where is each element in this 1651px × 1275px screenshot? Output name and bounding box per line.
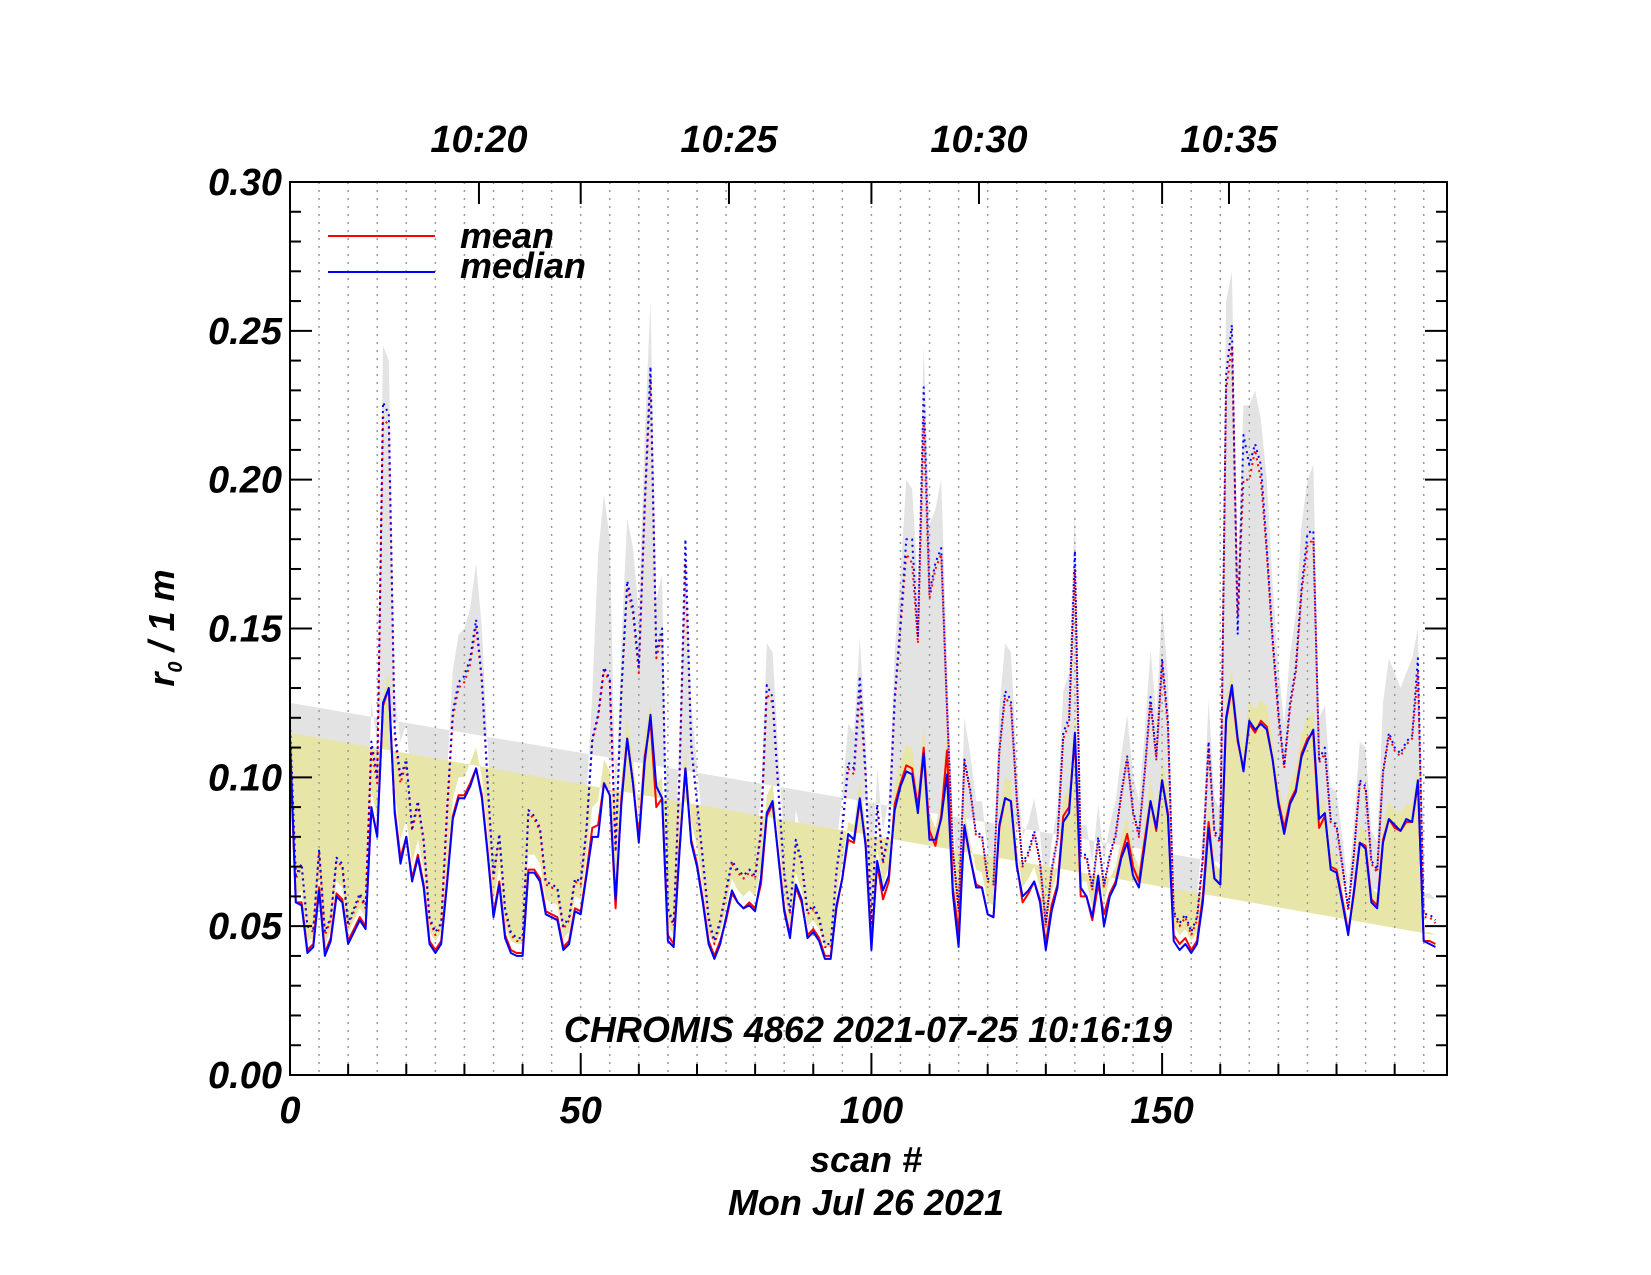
legend-median-label: median <box>460 245 586 286</box>
y-tick-label: 0.30 <box>208 162 282 204</box>
y-tick-label: 0.25 <box>208 311 283 353</box>
axis-ticks <box>289 181 1447 1076</box>
y-axis-label-main: r <box>141 671 182 687</box>
y-axis-label: r0 / 1 m <box>141 569 187 686</box>
band-layer <box>290 271 1436 947</box>
upper-range-band <box>290 271 1436 927</box>
date-label: Mon Jul 26 2021 <box>728 1182 1004 1223</box>
top-time-label: 10:20 <box>430 119 527 161</box>
y-tick-label: 0.10 <box>208 757 282 799</box>
y-axis-label-rest: / 1 m <box>141 569 182 661</box>
lower-range-band <box>290 670 1436 947</box>
x-tick-label: 0 <box>279 1090 300 1132</box>
median-upper-dotted-line <box>289 323 1437 945</box>
y-tick-label: 0.15 <box>208 609 283 651</box>
median-line <box>289 684 1436 960</box>
top-time-label: 10:35 <box>1180 119 1278 161</box>
top-time-label: 10:30 <box>930 119 1027 161</box>
legend: mean median <box>328 215 586 286</box>
y-tick-label: 0.05 <box>208 906 283 948</box>
axis-tick-labels: 0 50 100 150 10:20 10:25 10:30 10:35 0.00 0.05 0.1… <box>208 119 1278 1132</box>
legend-mean-label: mean <box>460 215 554 256</box>
x-tick-label: 150 <box>1130 1090 1193 1132</box>
x-tick-label: 50 <box>560 1090 602 1132</box>
x-axis-label: scan # <box>810 1139 922 1180</box>
series-layer <box>289 323 1437 960</box>
y-tick-label: 0.00 <box>208 1055 282 1097</box>
chart-annotation: CHROMIS 4862 2021-07-25 10:16:19 <box>564 1009 1172 1050</box>
y-tick-label: 0.20 <box>208 460 282 502</box>
top-time-label: 10:25 <box>680 119 778 161</box>
y-axis-label-sub: 0 <box>165 661 187 672</box>
x-tick-label: 100 <box>840 1090 903 1132</box>
